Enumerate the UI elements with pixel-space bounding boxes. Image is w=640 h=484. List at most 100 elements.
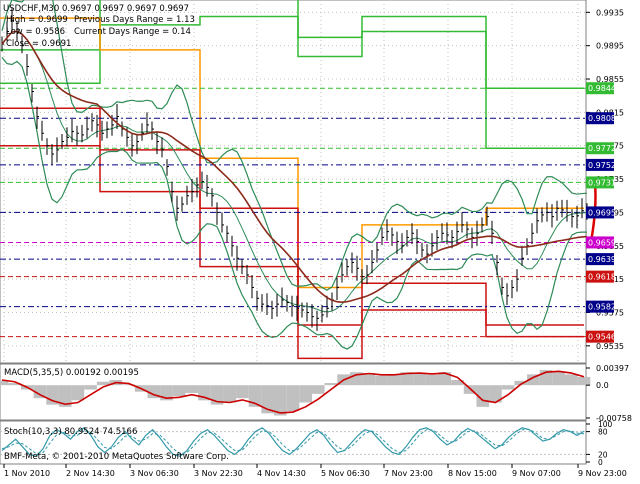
price-tick-label: 0.9895 (596, 42, 624, 51)
macd-tick-label: 0.0 (596, 381, 609, 390)
macd-tick-label: -0.00758 (596, 414, 632, 423)
bollinger-middle (1, 30, 588, 313)
level-tag (586, 236, 614, 249)
time-tick-label: 2 Nov 14:30 (66, 469, 115, 478)
level-tag (586, 112, 614, 125)
level-tag (586, 270, 614, 283)
macd-histogram-bar (8, 383, 21, 386)
macd-title: MACD(5,35,5) 0.00192 0.00195 (4, 368, 139, 378)
macd-histogram-bar (122, 384, 135, 386)
macd-histogram-bar (185, 385, 199, 393)
time-tick-label: 9 Nov 07:00 (512, 469, 561, 478)
symbol-label: USDCHF,M30 (3, 4, 59, 14)
macd-panel-frame (0, 363, 587, 421)
level-tag-text: 0.9752 (588, 161, 616, 170)
macd-histogram-bar (261, 385, 275, 414)
macd-histogram-bar (324, 383, 338, 386)
level-tag (586, 82, 614, 95)
level-tag (586, 253, 614, 266)
stoch-signal-line (1, 428, 585, 455)
time-tick-label: 8 Nov 15:00 (448, 469, 497, 478)
level-tag-text: 0.9582 (588, 303, 616, 312)
time-tick-label: 3 Nov 06:30 (130, 469, 179, 478)
macd-histogram-bar (413, 373, 426, 386)
time-tick-label: 7 Nov 23:00 (384, 469, 433, 478)
stoch-tick-label: 0 (598, 458, 603, 467)
low-label: Low = 0.9586 (6, 27, 65, 37)
macd-histogram-bar (172, 385, 186, 397)
level-tag (586, 330, 614, 343)
high-label: High = 0.9699 (6, 15, 68, 25)
time-tick-label: 9 Nov 23:00 (578, 469, 627, 478)
macd-histogram-bar (0, 380, 9, 386)
level-tag (586, 206, 614, 219)
time-tick-label: 4 Nov 14:30 (257, 469, 306, 478)
macd-histogram-bar (311, 385, 325, 394)
price-tick-label: 0.9855 (596, 75, 624, 84)
grid-lines (0, 0, 586, 363)
macd-histogram-bar (362, 373, 376, 386)
macd-histogram-bar (299, 385, 312, 403)
level-tag-text: 0.9808 (588, 114, 616, 123)
level-tag-text: 0.9618 (588, 273, 616, 282)
stoch-tick-label: 20 (598, 450, 608, 459)
macd-histogram-bar (451, 379, 464, 386)
time-tick-label: 3 Nov 22:30 (194, 469, 243, 478)
ohlc-label: 0.9697 0.9697 0.9697 0.9697 (62, 4, 189, 14)
level-tag-text: 0.9639 (588, 255, 616, 264)
macd-histogram-bar (438, 372, 452, 386)
price-bars (1, 8, 589, 331)
macd-histogram-bar (565, 374, 578, 386)
level-tag-text: 0.9546 (588, 333, 616, 342)
level-tag (586, 142, 614, 155)
level-tag (586, 158, 614, 171)
time-tick-label: 1 Nov 2010 (4, 469, 50, 478)
macd-histogram-bar (375, 375, 388, 386)
macd-histogram-bar (274, 385, 287, 416)
resistance-2-line (0, 0, 584, 89)
macd-indicator (0, 370, 591, 416)
stochastic-indicator (0, 427, 586, 457)
macd-histogram-bar (514, 380, 528, 386)
close-label: Close = 0.9691 (6, 39, 71, 49)
support-2-line (0, 144, 584, 360)
level-tag-text: 0.9695 (588, 208, 616, 217)
level-tag-text: 0.9731 (588, 178, 616, 187)
macd-histogram-bar (286, 385, 300, 412)
price-tick-label: 0.9535 (596, 342, 624, 351)
time-tick-label: 5 Nov 06:30 (321, 469, 370, 478)
macd-histogram-bar (577, 376, 591, 386)
time-axis: 1 Nov 2010 2 Nov 14:30 3 Nov 06:30 3 Nov 22… (3, 464, 627, 478)
bollinger-lower (1, 56, 588, 350)
macd-signal-line (1, 370, 585, 414)
stoch-tick-label: 80 (598, 428, 608, 437)
macd-histogram-bar (84, 385, 97, 390)
macd-histogram-bar (489, 385, 502, 403)
macd-histogram-bar (223, 385, 237, 403)
level-tag-text: 0.9659 (588, 238, 616, 247)
macd-histogram-bar (33, 385, 47, 399)
stoch-main-line (1, 427, 585, 457)
price-tick-label: 0.9575 (596, 308, 624, 317)
stoch-panel-frame (0, 420, 587, 465)
moving-average (1, 30, 588, 303)
copyright-label: BMF-Meta, © 2001-2010 MetaQuotes Softwar… (4, 452, 229, 462)
macd-histogram-bar (387, 374, 401, 386)
prev-range-label: Previous Days Range = 1.13 (74, 15, 195, 25)
moving-average-line (1, 30, 588, 303)
macd-histogram-bar (96, 381, 110, 386)
macd-histogram-bar (425, 374, 439, 386)
macd-histogram-bar (400, 372, 414, 386)
macd-histogram-bar (236, 385, 249, 399)
level-tag-text: 0.9772 (588, 144, 616, 153)
stoch-title: Stoch(10,3,3) 80.9524 74.5166 (4, 427, 137, 437)
macd-histogram-bar (71, 385, 85, 401)
level-tag-text: 0.9844 (588, 84, 616, 93)
price-tick-label: 0.9935 (596, 8, 624, 17)
macd-tick-label: 0.00397 (596, 364, 629, 373)
macd-histogram-bar (58, 385, 72, 407)
level-labels: 0.9844 0.9808 0.9772 0.9752 0.9731 0.9695 0.96… (586, 82, 616, 343)
macd-histogram-bar (527, 374, 540, 386)
